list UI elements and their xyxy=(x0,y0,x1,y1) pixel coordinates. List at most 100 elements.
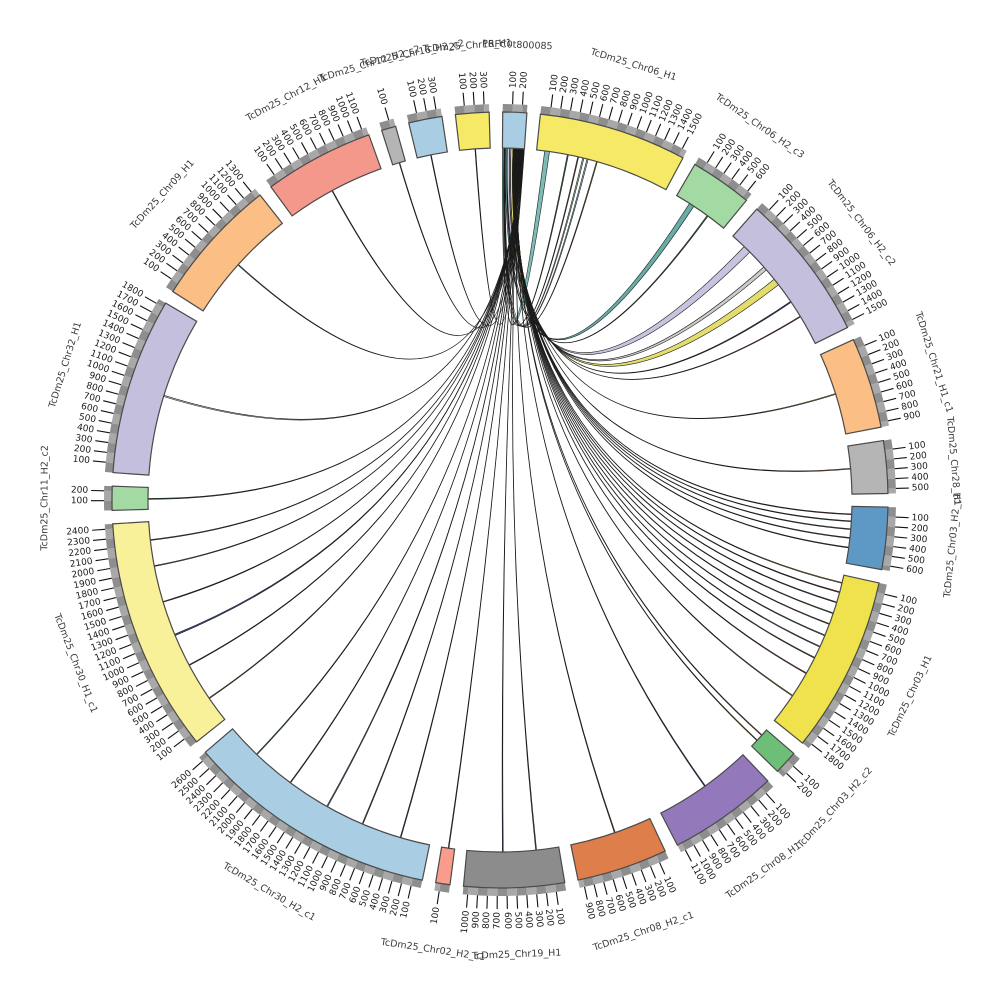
tick-mark xyxy=(809,244,821,254)
tick-label: 900 xyxy=(903,410,922,423)
tick-mark xyxy=(114,361,128,367)
ruler-cell xyxy=(873,392,884,404)
tick-mark xyxy=(622,876,628,890)
ruler-cell xyxy=(714,817,728,830)
ruler-cell xyxy=(167,710,180,723)
ruler-cell xyxy=(104,523,114,530)
ruler-cell xyxy=(887,478,896,489)
tick-mark xyxy=(96,430,110,434)
tick-label: 500 xyxy=(512,911,523,929)
tick-mark xyxy=(842,295,855,303)
segment-band-TcDm25_Chr09_H1 xyxy=(171,194,284,312)
tick-mark xyxy=(234,187,245,199)
ruler-cell xyxy=(208,763,222,776)
tick-label: 100 xyxy=(549,74,561,93)
ruler-cell xyxy=(105,528,114,540)
segment-TcDm25_Chr03_H2_c2 xyxy=(750,729,804,783)
tick-mark xyxy=(92,460,106,463)
link-ribbon-TcDm25_Chr30_H1_c1-46 xyxy=(153,148,523,567)
segment-band-TcDm25_Chr30_H2_c1 xyxy=(204,728,431,881)
tick-mark xyxy=(112,625,125,631)
ruler-cell xyxy=(188,247,202,260)
tick-mark xyxy=(895,526,909,529)
ruler-cell xyxy=(817,715,830,729)
tick-mark xyxy=(727,823,736,836)
tick-mark xyxy=(337,124,344,137)
tick-mark xyxy=(140,688,153,696)
tick-mark xyxy=(192,760,203,771)
tick-mark xyxy=(873,631,886,637)
tick-mark xyxy=(145,697,158,705)
tick-mark xyxy=(815,252,827,262)
ruler-cell xyxy=(753,787,767,800)
ruler-cell xyxy=(678,148,687,158)
tick-mark xyxy=(655,123,662,137)
ruler-cell xyxy=(780,760,794,774)
ruler-cell xyxy=(555,882,567,892)
ruler-cell xyxy=(243,191,257,205)
tick-mark xyxy=(878,378,891,384)
tick-label: 100 xyxy=(399,900,413,919)
tick-mark xyxy=(242,181,252,193)
tick-mark xyxy=(868,349,881,356)
tick-mark xyxy=(161,722,174,731)
ruler-cell xyxy=(260,808,273,821)
tick-mark xyxy=(92,528,106,531)
ruler-cell xyxy=(391,873,404,884)
segment-band-TcDm25_Chr08_H1 xyxy=(660,753,769,846)
ruler-cell xyxy=(237,790,250,803)
tick-mark xyxy=(645,119,652,133)
tick-label: 100 xyxy=(72,455,90,467)
segment-TcDm25_Chr06_H2_c2 xyxy=(732,199,865,345)
tick-mark xyxy=(796,229,808,239)
tick-mark xyxy=(823,727,835,737)
segment-TcDm25_Chr08_H1 xyxy=(660,753,776,862)
tick-label: 300 xyxy=(910,534,928,546)
ruler-cell xyxy=(809,260,822,274)
segment-name-TcDm25_Chr19_H1: TcDm25_Chr19_H1 xyxy=(471,948,562,962)
tick-label: 400 xyxy=(579,79,592,98)
ruler-cell xyxy=(694,157,708,170)
tick-mark xyxy=(126,332,139,340)
ruler-cell xyxy=(845,319,855,328)
tick-mark xyxy=(839,703,852,711)
tick-mark xyxy=(603,882,608,895)
labels-layer: 100 200PRFC0t8000851002003004005006007008… xyxy=(39,37,963,963)
ruler-cell xyxy=(831,293,844,307)
ruler-cell xyxy=(379,119,391,131)
ruler-cell xyxy=(815,268,828,282)
ruler-cell xyxy=(195,239,208,253)
tick-mark xyxy=(739,174,749,186)
tick-mark xyxy=(879,612,893,618)
ruler-cell xyxy=(883,439,893,451)
ruler-cell xyxy=(467,886,478,896)
tick-label: 400 xyxy=(368,892,383,912)
tick-mark xyxy=(844,694,857,702)
tick-label: 600 xyxy=(905,564,924,577)
ruler-cell xyxy=(426,109,438,119)
tick-mark xyxy=(312,851,319,864)
ruler-cell xyxy=(156,693,169,707)
tick-mark xyxy=(882,603,895,608)
ruler-cell xyxy=(516,887,527,896)
ruler-cell xyxy=(103,490,113,501)
tick-mark xyxy=(205,215,216,226)
tick-label: 300 xyxy=(533,910,545,928)
tick-mark xyxy=(106,606,119,612)
tick-mark xyxy=(817,735,829,745)
tick-mark xyxy=(378,877,383,891)
tick-mark xyxy=(178,246,190,256)
ruler-cell xyxy=(540,106,552,116)
ruler-cell xyxy=(588,114,600,125)
tick-mark xyxy=(747,180,757,192)
tick-mark xyxy=(516,895,519,909)
tick-mark xyxy=(319,132,326,145)
ruler-cell xyxy=(115,394,127,406)
tick-mark xyxy=(786,772,797,783)
tick-mark xyxy=(598,103,604,117)
ruler-cell xyxy=(156,299,166,308)
ruler-cell xyxy=(229,783,243,797)
tick-mark xyxy=(144,296,157,304)
tick-mark xyxy=(803,236,814,246)
tick-mark xyxy=(227,194,237,206)
